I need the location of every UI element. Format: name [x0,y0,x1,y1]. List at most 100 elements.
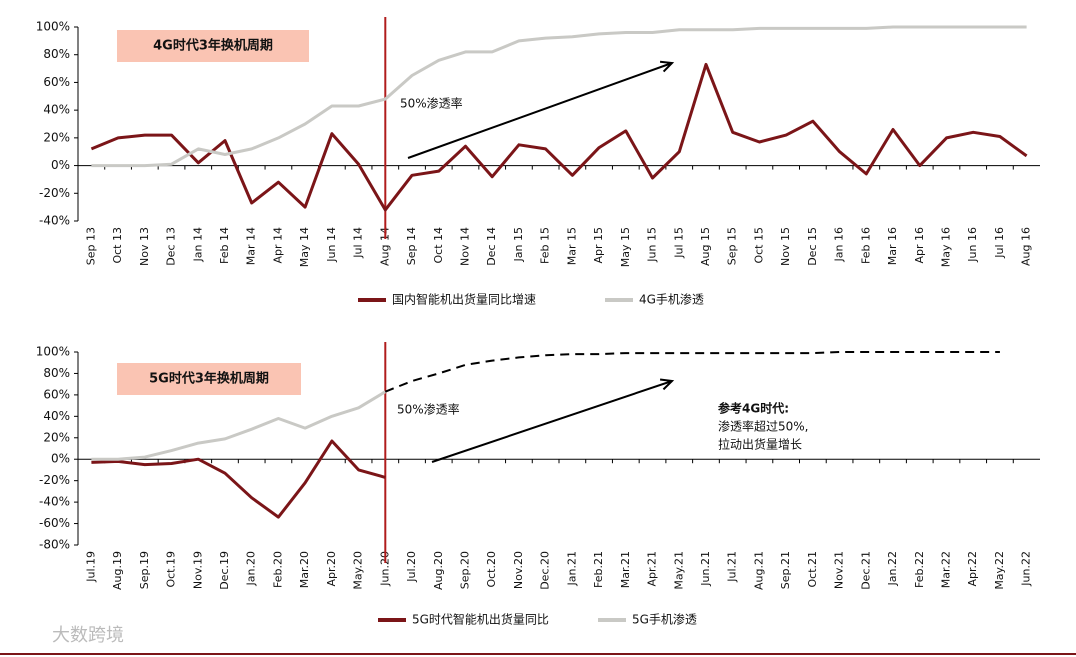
y-tick-label: 20% [43,430,70,444]
x-tick-label: May.21 [672,551,685,590]
x-tick-label: Feb.20 [271,551,284,588]
x-tick-label: Sep.20 [458,551,471,589]
x-tick-label: Mar 15 [565,227,578,265]
x-tick-label: Oct 13 [111,227,124,264]
annotation: 50%渗透率 [400,96,463,111]
x-tick-label: Jul.19 [84,551,97,583]
x-tick-label: Oct.19 [165,551,178,588]
line [91,25,1027,168]
x-tick-label: Oct.21 [806,551,819,588]
x-tick-label: Dec.21 [859,551,872,590]
x-tick-label: Aug 15 [699,227,712,266]
x-tick-label: Sep 13 [84,227,97,265]
x-tick-label: Aug 16 [1020,227,1033,266]
x-tick-label: Jun 16 [966,227,979,263]
x-tick-label: Oct 14 [432,227,445,264]
legend-label: 国内智能机出货量同比增速 [392,292,536,307]
box-label: 5G时代3年换机周期 [149,371,269,387]
x-tick-label: Dec.19 [218,551,231,590]
y-tick-label: -40% [39,495,70,509]
x-tick-label: Jul.20 [405,551,418,583]
x-tick-label: Dec 14 [485,227,498,266]
y-tick-label: 20% [43,130,70,144]
y-tick-label: 80% [43,366,70,380]
x-tick-label: Nov.21 [833,551,846,589]
legend-label: 4G手机渗透 [639,292,704,307]
x-tick-label: Feb.21 [592,551,605,588]
x-tick-label: Apr 14 [271,227,284,264]
x-tick-label: Nov 13 [138,227,151,266]
x-tick-label: Jul 16 [993,227,1006,259]
x-tick-label: Feb 14 [218,227,231,264]
x-tick-label: Mar 14 [245,227,258,265]
x-tick-label: Apr.21 [646,551,659,587]
legend-label: 5G时代智能机出货量同比 [412,612,549,627]
y-tick-label: 0% [51,452,70,466]
x-tick-label: May 14 [298,227,311,267]
x-tick-label: Feb.22 [913,551,926,588]
x-tick-label: Mar.20 [298,551,311,588]
x-tick-label: Jun.22 [1020,551,1033,587]
x-tick-label: May 16 [939,227,952,267]
label-box [117,363,301,395]
annotation: 参考4G时代: [718,401,789,416]
x-tick-label: Aug.20 [432,551,445,590]
x-tick-label: May 15 [619,227,632,267]
y-tick-label: 100% [36,20,70,34]
x-tick-label: Jun 14 [325,227,338,263]
x-tick-label: Dec 15 [806,227,819,266]
y-tick-label: 40% [43,103,70,117]
y-tick-label: 0% [51,158,70,172]
line [91,439,386,519]
x-tick-label: Oct.20 [485,551,498,588]
x-tick-label: Sep.19 [138,551,151,589]
x-tick-label: Mar.22 [939,551,952,588]
x-tick-label: Mar.21 [619,551,632,588]
x-tick-label: Jul.21 [726,551,739,583]
x-tick-label: Jul 15 [672,227,685,259]
y-tick-label: 100% [36,345,70,359]
x-tick-label: Jun 15 [646,227,659,263]
line [91,390,387,461]
annotation: 拉动出货量增长 [718,437,802,452]
y-tick-label: 80% [43,47,70,61]
x-tick-label: May.22 [993,551,1006,590]
x-tick-label: Nov 14 [458,227,471,266]
x-tick-label: Nov.19 [191,551,204,589]
x-tick-label: Jul 14 [352,227,365,259]
y-tick-label: -60% [39,516,70,530]
watermark: 大数跨境 [52,625,124,646]
label-box [117,30,309,62]
x-tick-label: Apr.22 [966,551,979,587]
x-tick-label: Jan 14 [191,227,204,262]
projection-line [384,351,1000,393]
x-tick-label: Apr 16 [913,227,926,264]
x-tick-label: Jan 16 [833,227,846,262]
x-tick-label: Apr.20 [325,551,338,587]
arrow [431,380,673,463]
x-tick-label: Sep 14 [405,227,418,265]
x-tick-label: Feb 16 [859,227,872,264]
y-tick-label: -80% [39,538,70,552]
arrow-head [659,378,675,391]
arrow-head [659,60,675,73]
x-tick-label: Aug.21 [752,551,765,590]
x-tick-label: Sep 15 [726,227,739,265]
y-tick-label: 60% [43,75,70,89]
annotation: 50%渗透率 [397,402,460,417]
x-tick-label: Aug.19 [111,551,124,590]
annotation: 渗透率超过50%, [718,419,809,434]
x-tick-label: Dec 13 [165,227,178,266]
y-tick-label: 60% [43,387,70,401]
x-tick-label: Mar 16 [886,227,899,265]
x-tick-label: Apr 15 [592,227,605,264]
x-tick-label: Sep.21 [779,551,792,589]
x-tick-label: Oct 15 [752,227,765,264]
y-tick-label: -40% [39,214,70,228]
x-tick-label: Jun.20 [378,551,391,587]
box-label: 4G时代3年换机周期 [153,38,273,54]
x-tick-label: May.20 [352,551,365,590]
x-tick-label: Jan 15 [512,227,525,262]
line [90,62,1028,212]
